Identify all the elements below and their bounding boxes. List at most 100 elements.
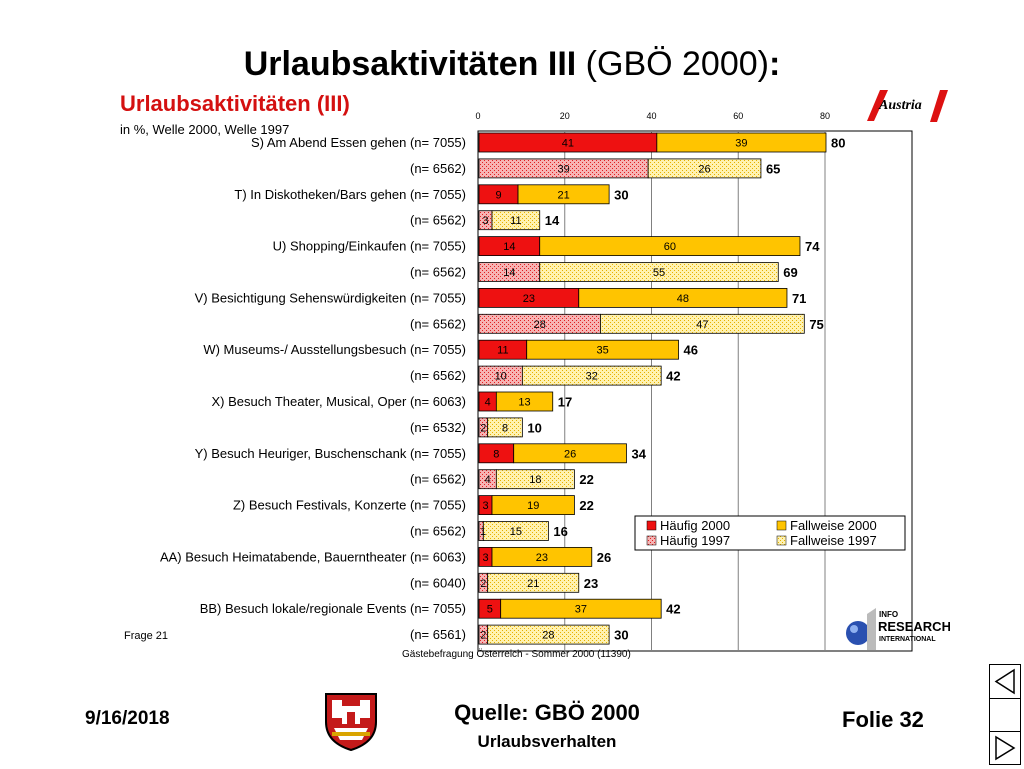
legend-label-haeufig-2000: Häufig 2000 [660, 518, 730, 533]
value-label-fallweise: 26 [564, 448, 576, 460]
row-label: (n= 6562) [410, 524, 466, 539]
row-label: (n= 6562) [410, 472, 466, 487]
value-label-fallweise: 21 [557, 189, 569, 201]
value-label-haeufig: 28 [534, 319, 546, 331]
legend-swatch-haeufig-2000 [646, 520, 657, 531]
value-label-total: 22 [579, 498, 593, 513]
value-label-haeufig: 2 [480, 630, 486, 642]
bar-fallweise [539, 236, 801, 257]
row-label: AA) Besuch Heimatabende, Bauerntheater (… [160, 549, 466, 564]
row-label: (n= 6040) [410, 575, 466, 590]
value-label-fallweise: 28 [542, 630, 554, 642]
row-label: (n= 6562) [410, 316, 466, 331]
row-label: (n= 6561) [410, 627, 466, 642]
research-logo-research: RESEARCH [878, 619, 950, 634]
bar-fallweise [517, 184, 610, 205]
value-label-haeufig: 2 [480, 578, 486, 590]
row-label: U) Shopping/Einkaufen (n= 7055) [273, 239, 466, 254]
crest-tower-right [360, 700, 370, 718]
bar-fallweise [600, 313, 805, 334]
value-label-haeufig: 41 [562, 138, 574, 150]
chart-subtitle: in %, Welle 2000, Welle 1997 [120, 122, 289, 137]
home-slide-button[interactable] [990, 699, 1020, 732]
slide-title-bold: Urlaubsaktivitäten III [243, 45, 577, 83]
legend-box [634, 515, 906, 551]
value-label-total: 14 [545, 213, 560, 228]
triangle-left-icon [994, 668, 1015, 695]
row-label: (n= 6562) [410, 265, 466, 280]
bar-fallweise [647, 158, 762, 179]
value-label-total: 17 [558, 395, 572, 410]
x-tick-label: 20 [560, 111, 570, 121]
bar-fallweise [526, 339, 679, 360]
value-label-haeufig: 2 [480, 422, 486, 434]
value-label-fallweise: 37 [575, 604, 587, 616]
value-label-total: 16 [553, 524, 567, 539]
row-label: (n= 6532) [410, 420, 466, 435]
bar-fallweise [482, 521, 549, 541]
bar-fallweise [491, 546, 593, 567]
value-label-fallweise: 21 [527, 578, 539, 590]
slide-title-normal: (GBÖ 2000) [576, 45, 769, 83]
value-label-haeufig: 14 [503, 267, 515, 279]
value-label-haeufig: 1 [480, 526, 486, 538]
value-label-total: 80 [831, 136, 845, 151]
bar-fallweise [500, 598, 662, 619]
slide-subtitle: Urlaubsverhalten [477, 732, 617, 751]
row-label: (n= 6562) [410, 213, 466, 228]
legend-label-fallweise-1997: Fallweise 1997 [790, 533, 877, 548]
value-label-haeufig: 4 [485, 397, 491, 409]
legend-swatch-haeufig-1997 [646, 535, 657, 546]
value-label-haeufig: 3 [482, 552, 488, 564]
legend: Häufig 2000 Fallweise 2000 Häufig 1997 F… [634, 515, 906, 551]
value-label-haeufig: 10 [495, 371, 507, 383]
row-label: X) Besuch Theater, Musical, Oper (n= 606… [212, 394, 466, 409]
row-label: Z) Besuch Festivals, Konzerte (n= 7055) [233, 498, 466, 513]
nav-divider-1 [990, 698, 1020, 699]
slide-title: Urlaubsaktivitäten III (GBÖ 2000): [0, 44, 1024, 84]
value-label-fallweise: 47 [696, 319, 708, 331]
value-label-haeufig: 14 [503, 241, 515, 253]
research-logo-international: INTERNATIONAL [879, 636, 936, 643]
research-logo-mark [867, 608, 876, 650]
value-label-total: 65 [766, 161, 780, 176]
crest-gold-band [332, 732, 370, 736]
row-label: V) Besichtigung Sehenswürdigkeiten (n= 7… [195, 290, 466, 305]
bar-fallweise [495, 391, 554, 412]
value-label-haeufig: 23 [523, 293, 535, 305]
bar-fallweise [513, 443, 627, 464]
x-tick-label: 0 [475, 111, 480, 121]
value-label-fallweise: 26 [698, 163, 710, 175]
value-label-fallweise: 23 [536, 552, 548, 564]
x-tick-label: 80 [820, 111, 830, 121]
row-label: S) Am Abend Essen gehen (n= 7055) [251, 135, 466, 150]
slide-date: 9/16/2018 [85, 708, 170, 729]
value-label-fallweise: 35 [596, 345, 608, 357]
research-logo-globe-highlight [850, 625, 858, 633]
research-logo-info: INFO [879, 610, 898, 619]
slide-source: Quelle: GBÖ 2000 [454, 700, 640, 725]
value-label-fallweise: 18 [529, 474, 541, 486]
previous-slide-button[interactable] [990, 665, 1020, 698]
value-label-fallweise: 32 [586, 371, 598, 383]
bar-fallweise [521, 365, 662, 386]
value-label-fallweise: 11 [510, 215, 521, 227]
row-label: (n= 6562) [410, 368, 466, 383]
row-label: T) In Diskotheken/Bars gehen (n= 7055) [234, 187, 466, 202]
next-slide-button[interactable] [990, 732, 1020, 765]
crest-tower-left [332, 700, 342, 718]
value-label-haeufig: 4 [485, 474, 491, 486]
chart-source-note: Gästebefragung Österreich - Sommer 2000 … [402, 648, 631, 660]
slide-number: Folie 32 [842, 707, 924, 732]
value-label-total: 26 [597, 550, 611, 565]
research-logo-globe [846, 621, 870, 645]
bar-fallweise [578, 287, 788, 308]
value-label-haeufig: 39 [557, 163, 569, 175]
row-label: Y) Besuch Heuriger, Buschenschank (n= 70… [195, 446, 466, 461]
value-label-fallweise: 13 [518, 397, 530, 409]
research-logo: INFO RESEARCH INTERNATIONAL [846, 608, 950, 650]
value-label-fallweise: 39 [735, 138, 747, 150]
bar-fallweise [487, 417, 523, 438]
value-label-total: 71 [792, 291, 806, 306]
value-label-total: 69 [783, 265, 797, 280]
